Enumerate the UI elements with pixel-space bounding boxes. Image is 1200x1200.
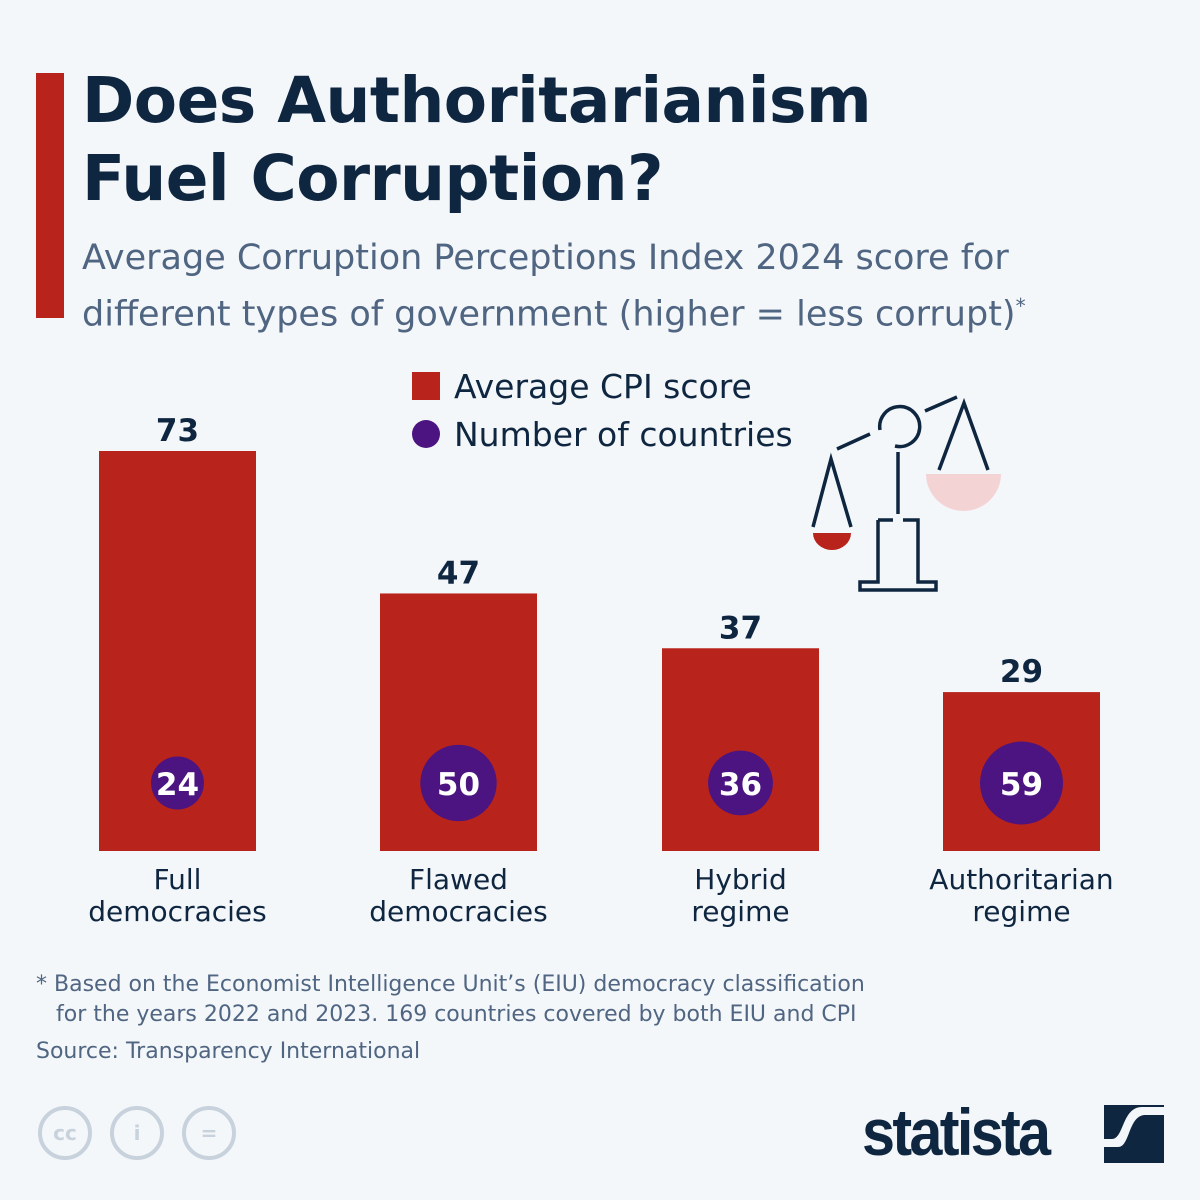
bar-value-label: 47 xyxy=(437,555,480,591)
legend-label-circle: Number of countries xyxy=(454,414,793,454)
legend: Average CPI score Number of countries xyxy=(412,362,793,458)
legend-item-bar: Average CPI score xyxy=(412,362,793,410)
category-label: Authoritarian xyxy=(929,863,1113,896)
country-count-circle xyxy=(708,750,773,816)
no-derivatives-icon[interactable]: = xyxy=(182,1106,236,1160)
country-count-label: 24 xyxy=(156,767,199,803)
category-label: Hybrid xyxy=(694,863,786,896)
category-label: democracies xyxy=(369,895,547,928)
category-label: regime xyxy=(691,895,789,928)
page-title: Does Authoritarianism Fuel Corruption? xyxy=(82,62,872,218)
country-count-circle xyxy=(980,741,1063,825)
footnote: * Based on the Economist Intelligence Un… xyxy=(36,970,865,1030)
country-count-circle xyxy=(151,756,204,810)
scales-icon xyxy=(811,395,1001,592)
statista-logo[interactable]: statista xyxy=(862,1095,1051,1169)
legend-label-bar: Average CPI score xyxy=(454,366,752,406)
title-line-1: Does Authoritarianism xyxy=(82,64,872,137)
title-accent-bar xyxy=(36,73,64,318)
subtitle: Average Corruption Perceptions Index 202… xyxy=(82,234,1082,339)
bar-swatch xyxy=(412,372,440,400)
source: Source: Transparency International xyxy=(36,1039,421,1064)
country-count-label: 50 xyxy=(437,767,480,803)
bar-value-label: 37 xyxy=(719,610,762,646)
category-label: democracies xyxy=(88,895,266,928)
bar-value-label: 29 xyxy=(1000,654,1043,690)
bar-value-label: 73 xyxy=(156,413,199,449)
statista-logo-mark-icon xyxy=(1104,1105,1164,1163)
country-count-label: 36 xyxy=(719,767,762,803)
circle-swatch xyxy=(412,420,440,448)
footnote-mark: * xyxy=(1015,294,1026,318)
bar xyxy=(662,648,819,851)
category-label: Full xyxy=(154,863,202,896)
country-count-circle xyxy=(420,744,497,822)
attribution-icon[interactable]: i xyxy=(110,1106,164,1160)
footnote-line-2: for the years 2022 and 2023. 169 countri… xyxy=(56,1002,857,1027)
legend-item-circle: Number of countries xyxy=(412,410,793,458)
subtitle-text: Average Corruption Perceptions Index 202… xyxy=(82,238,1016,335)
title-line-2: Fuel Corruption? xyxy=(82,142,664,215)
country-count-label: 59 xyxy=(1000,767,1043,803)
footnote-line-1: * Based on the Economist Intelligence Un… xyxy=(36,972,865,997)
cc-icon[interactable]: cc xyxy=(38,1106,92,1160)
category-label: regime xyxy=(972,895,1070,928)
category-label: Flawed xyxy=(409,863,508,896)
